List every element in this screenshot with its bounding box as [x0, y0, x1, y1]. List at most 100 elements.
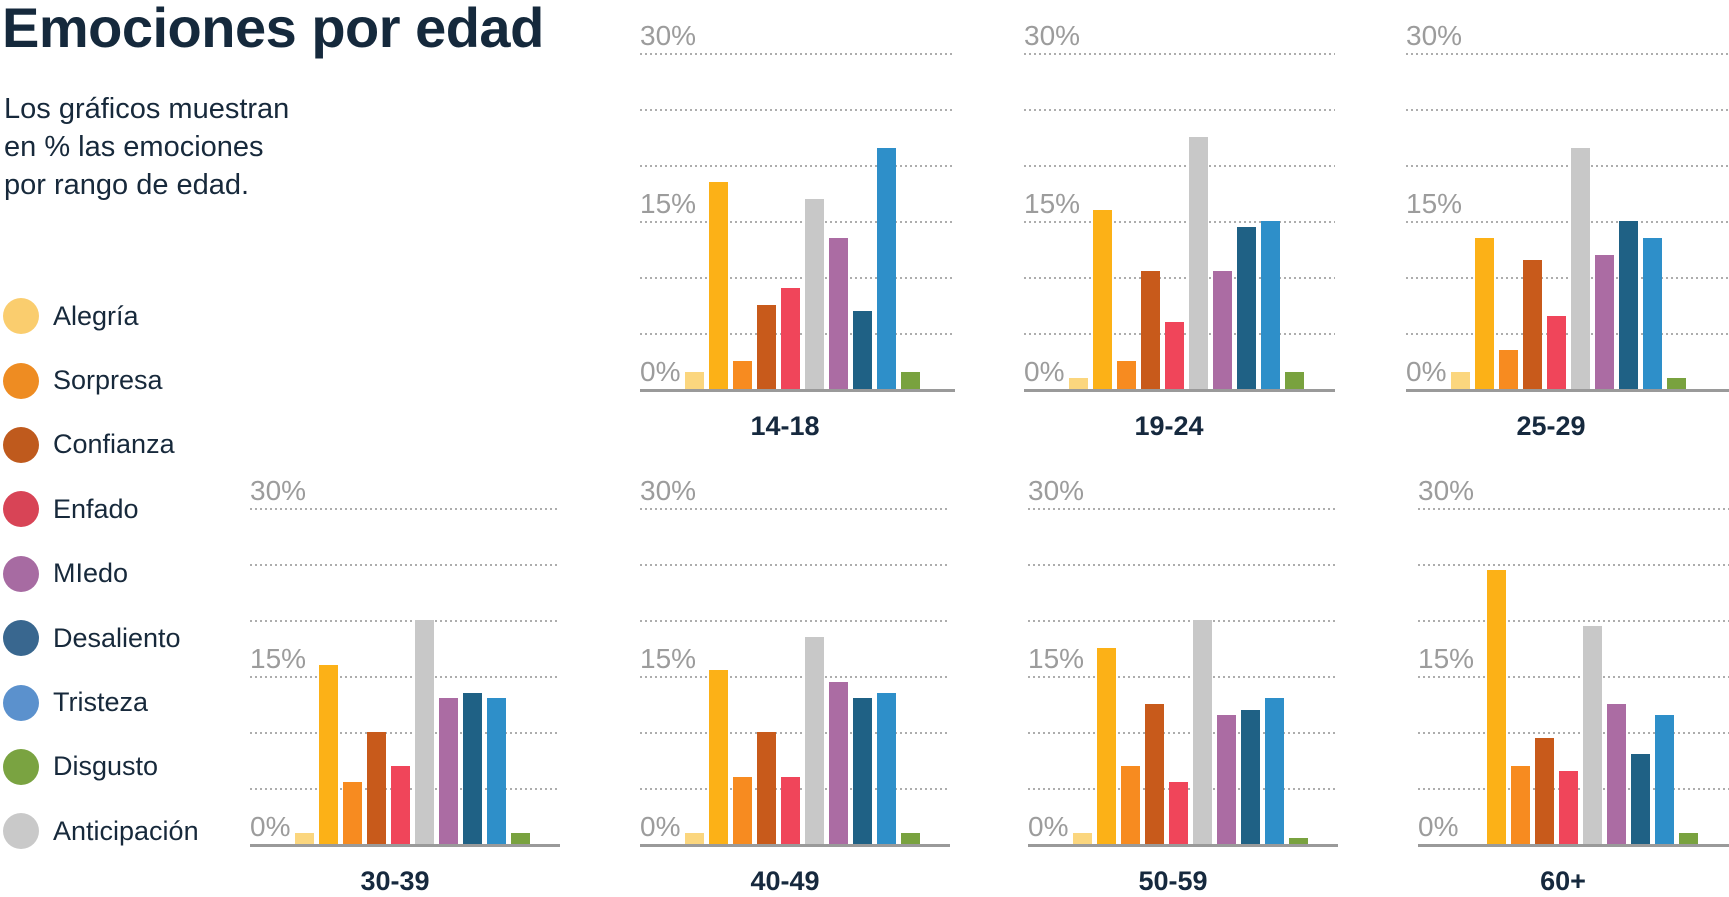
gridline-20pct: [1406, 165, 1729, 167]
legend-label: Disgusto: [53, 751, 159, 782]
legend-label: Tristeza: [53, 687, 149, 718]
bar-unlabeled-amber-25-29: [1475, 237, 1494, 389]
ytick-label-15pct: 15%: [640, 188, 697, 219]
confianza-swatch-icon: [3, 426, 39, 463]
bar-enfado-19-24: [1165, 321, 1184, 389]
bar-confianza-30-39: [367, 732, 386, 844]
bar-confianza-50-59: [1145, 704, 1164, 844]
ytick-label-0pct: 0%: [640, 356, 681, 387]
bar-miedo-25-29: [1595, 254, 1614, 389]
bar-enfado-14-18: [781, 288, 800, 389]
legend: Alegría Sorpresa Confianza Enfado MIedo Desal…: [3, 284, 199, 864]
bar-desaliento-25-29: [1619, 221, 1638, 389]
desaliento-swatch-icon: [3, 620, 39, 657]
age-group-label-19-24: 19-24: [1134, 411, 1204, 441]
bar-miedo-19-24: [1213, 271, 1232, 389]
bar-confianza-60+: [1535, 737, 1554, 844]
bar-sorpresa-25-29: [1499, 349, 1518, 389]
bar-disgusto-30-39: [511, 832, 530, 844]
bar-tristeza-25-29: [1643, 237, 1662, 389]
gridline-30pct: [640, 53, 955, 55]
legend-item-confianza: Confianza: [3, 413, 199, 477]
bar-desaliento-50-59: [1241, 709, 1260, 844]
bar-anticipacion-25-29: [1571, 148, 1590, 389]
bar-sorpresa-50-59: [1121, 765, 1140, 844]
chart-30-39: 30% 15% 0% 30-39: [250, 474, 560, 897]
ytick-label-15pct: 15%: [1406, 188, 1463, 219]
gridline-15pct: [250, 676, 560, 678]
bar-unlabeled-amber-60+: [1487, 569, 1506, 844]
age-group-label-25-29: 25-29: [1516, 411, 1586, 441]
legend-item-sorpresa: Sorpresa: [3, 348, 199, 412]
bar-disgusto-60+: [1679, 832, 1698, 844]
page-title: Emociones por edad: [2, 0, 544, 59]
x-axis: [1028, 844, 1338, 847]
bar-tristeza-30-39: [487, 698, 506, 844]
bar-disgusto-50-59: [1289, 838, 1308, 844]
ytick-label-0pct: 0%: [1024, 356, 1065, 387]
gridline-25pct: [1406, 109, 1729, 111]
bar-tristeza-19-24: [1261, 221, 1280, 389]
gridline-25pct: [640, 564, 950, 566]
bar-tristeza-60+: [1655, 715, 1674, 844]
bar-anticipacion-50-59: [1193, 620, 1212, 844]
chart-14-18: 30% 15% 0% 14-18: [640, 19, 955, 442]
gridline-15pct: [640, 221, 955, 223]
miedo-swatch-icon: [3, 555, 39, 592]
legend-item-miedo: MIedo: [3, 542, 199, 606]
bar-sorpresa-60+: [1511, 765, 1530, 844]
gridline-20pct: [250, 620, 560, 622]
bar-unlabeled-amber-50-59: [1097, 648, 1116, 844]
bar-confianza-14-18: [757, 305, 776, 389]
chart-50-59: 30% 15% 0% 50-59: [1028, 474, 1338, 897]
ytick-label-30pct: 30%: [1406, 20, 1463, 51]
x-axis: [640, 389, 955, 392]
alegria-swatch-icon: [3, 298, 39, 335]
bar-anticipacion-19-24: [1189, 137, 1208, 389]
bar-disgusto-25-29: [1667, 377, 1686, 389]
sorpresa-swatch-icon: [3, 362, 39, 399]
bar-miedo-50-59: [1217, 715, 1236, 844]
x-axis: [1406, 389, 1729, 392]
bar-enfado-25-29: [1547, 316, 1566, 389]
legend-item-anticipacion: Anticipación: [3, 799, 199, 863]
disgusto-swatch-icon: [3, 748, 39, 785]
ytick-label-0pct: 0%: [1028, 811, 1069, 842]
gridline-10pct: [1024, 277, 1335, 279]
bar-enfado-60+: [1559, 771, 1578, 844]
gridline-10pct: [640, 732, 950, 734]
gridline-15pct: [1028, 676, 1338, 678]
bar-anticipacion-40-49: [805, 636, 824, 844]
chart-60+: 30% 15% 0% 60+: [1418, 474, 1729, 897]
gridline-25pct: [1028, 564, 1338, 566]
bar-anticipacion-14-18: [805, 198, 824, 389]
gridline-15pct: [1418, 676, 1729, 678]
ytick-label-0pct: 0%: [640, 811, 681, 842]
ytick-label-30pct: 30%: [1024, 20, 1081, 51]
anticipacion-swatch-icon: [3, 813, 39, 850]
bar-sorpresa-30-39: [343, 782, 362, 844]
bar-confianza-25-29: [1523, 260, 1542, 389]
legend-label: Confianza: [53, 429, 175, 460]
gridline-25pct: [1024, 109, 1335, 111]
gridline-10pct: [1406, 277, 1729, 279]
age-group-label-40-49: 40-49: [750, 866, 820, 896]
ytick-label-15pct: 15%: [250, 643, 307, 674]
bar-enfado-40-49: [781, 776, 800, 844]
gridline-10pct: [640, 277, 955, 279]
bar-unlabeled-amber-19-24: [1093, 209, 1112, 389]
legend-label: Alegría: [53, 300, 139, 331]
bar-desaliento-30-39: [463, 692, 482, 844]
bar-alegria-50-59: [1073, 832, 1092, 844]
ytick-label-15pct: 15%: [1418, 643, 1475, 674]
bar-desaliento-14-18: [853, 310, 872, 389]
subtitle-line-3: por rango de edad.: [4, 169, 250, 201]
subtitle-line-2: en % las emociones: [4, 131, 264, 163]
bar-disgusto-19-24: [1285, 372, 1304, 389]
ytick-label-15pct: 15%: [1024, 188, 1081, 219]
bar-alegria-40-49: [685, 832, 704, 844]
bar-unlabeled-amber-14-18: [709, 181, 728, 389]
legend-label: Enfado: [53, 493, 139, 524]
legend-label: MIedo: [53, 558, 129, 589]
x-axis: [640, 844, 950, 847]
